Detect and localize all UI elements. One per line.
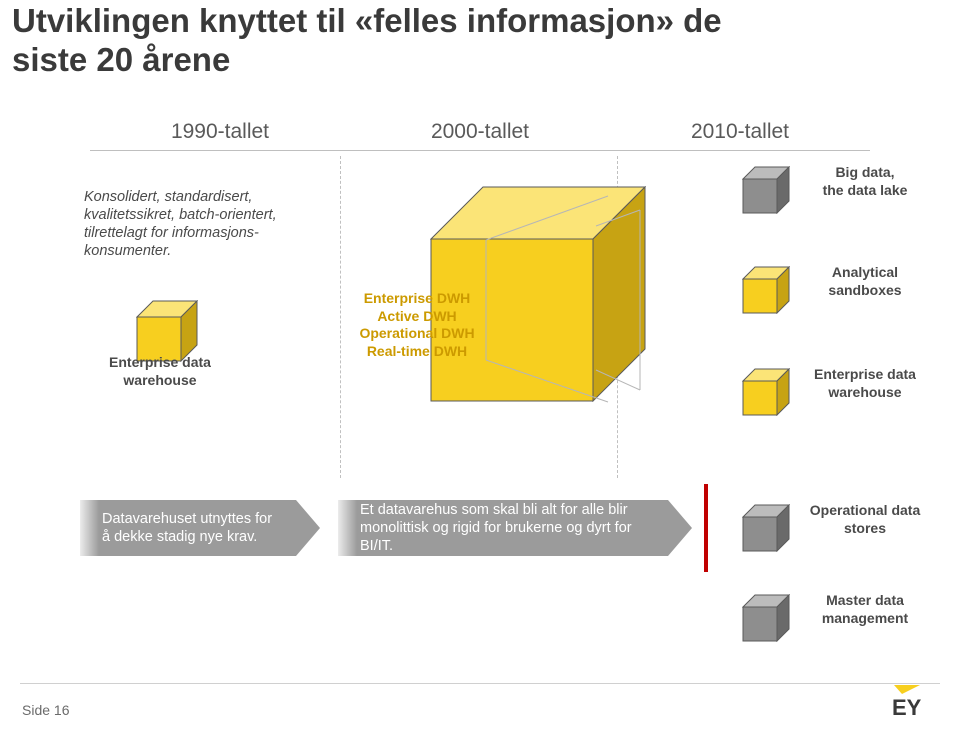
timeline-1990: 1990-tallet — [90, 120, 350, 144]
title-line1: Utviklingen knyttet til «felles informas… — [12, 2, 722, 39]
title-line2: siste 20 årene — [12, 41, 230, 78]
col3-mdm-label: Master data management — [800, 592, 930, 627]
cube-icon — [742, 594, 790, 642]
col3-ods-label: Operational data stores — [800, 502, 930, 537]
arrow-2: Et datavarehus som skal bli alt for alle… — [338, 500, 668, 556]
col3-sandbox-label: Analytical sandboxes — [800, 264, 930, 299]
svg-text:EY: EY — [892, 695, 922, 719]
col3-edw-label: Enterprise data warehouse — [800, 366, 930, 401]
red-stopper — [704, 484, 708, 572]
footer-rule — [20, 683, 940, 684]
col1-description: Konsolidert, standardisert, kvalitetssik… — [84, 188, 314, 261]
timeline-2000: 2000-tallet — [350, 120, 610, 144]
cube-icon — [136, 300, 198, 362]
arrow-1: Datavarehuset utnyttes for å dekke stadi… — [80, 500, 296, 556]
era-divider-1 — [340, 156, 341, 478]
cube-icon — [742, 266, 790, 314]
col1-edw-label: Enterprise data warehouse — [86, 354, 234, 389]
slide-number: Side 16 — [22, 702, 69, 718]
cube-icon — [742, 166, 790, 214]
col2-dwh-labels: Enterprise DWH Active DWH Operational DW… — [352, 290, 482, 360]
cube-icon — [742, 368, 790, 416]
timeline-2010: 2010-tallet — [610, 120, 870, 144]
ey-logo-icon: EY — [892, 685, 934, 724]
slide-title: Utviklingen knyttet til «felles informas… — [12, 2, 722, 80]
timeline-header: 1990-tallet 2000-tallet 2010-tallet — [90, 120, 870, 151]
col3-bigdata-label: Big data, the data lake — [800, 164, 930, 199]
cube-icon — [742, 504, 790, 552]
